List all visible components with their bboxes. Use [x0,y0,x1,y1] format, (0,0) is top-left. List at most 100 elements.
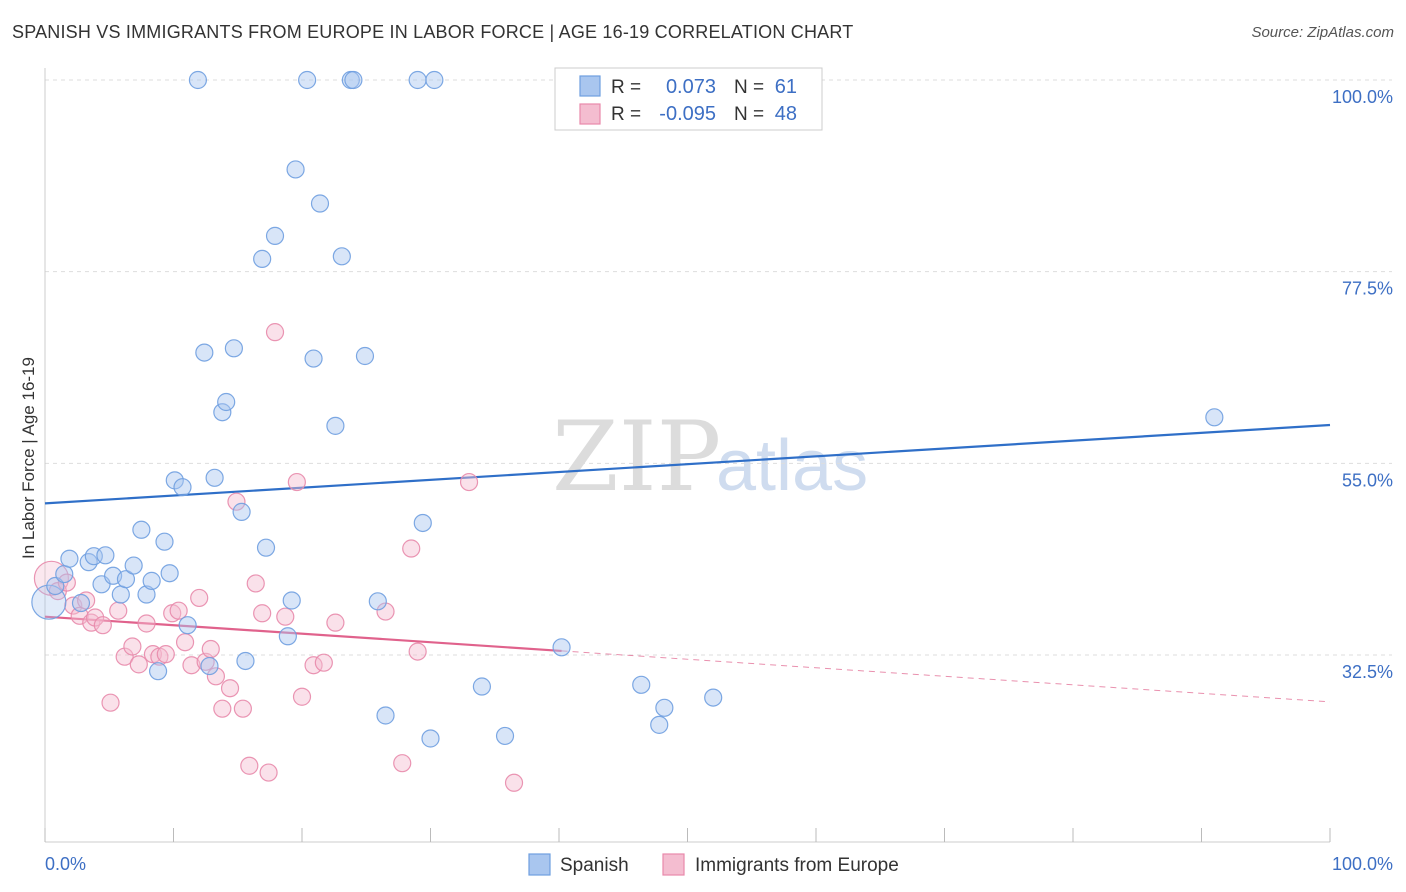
legend-n-value-spanish: 61 [775,76,797,98]
y-axis-label: In Labor Force | Age 16-19 [19,357,38,559]
legend-r-value-immigrants: -0.095 [659,103,716,125]
point-immigrants-from-europe [314,653,333,672]
point-spanish [96,546,115,565]
point-spanish [165,471,184,490]
point-immigrants-from-europe [393,754,412,773]
point-spanish [376,706,395,725]
point-spanish [217,392,236,412]
point-spanish [178,616,197,635]
legend-r-value-spanish: 0.073 [666,76,716,98]
legend-r-label-spanish: R = [611,77,641,98]
point-immigrants-from-europe [129,655,148,674]
chart-title: SPANISH VS IMMIGRANTS FROM EUROPE IN LAB… [12,22,854,42]
point-immigrants-from-europe [265,323,285,342]
point-immigrants-from-europe [227,492,246,511]
point-spanish [704,688,723,707]
bottom-legend-swatch-spanish [528,853,551,876]
trend-lines [44,423,1331,703]
point-spanish [304,349,323,368]
series-legend: Spanish Immigrants from Europe [528,853,899,876]
trend-line-immigrants-dashed [561,650,1331,703]
point-spanish [495,726,515,746]
bottom-legend-swatch-immigrants [662,853,685,876]
point-immigrants-from-europe [86,608,105,627]
y-tick-label: 100.0% [1332,87,1393,107]
point-immigrants-from-europe [376,602,395,621]
point-spanish [132,520,151,539]
point-immigrants-from-europe [459,472,479,492]
point-immigrants-from-europe [287,472,306,492]
point-spanish [124,556,143,575]
point-spanish [472,677,491,696]
point-spanish [195,343,214,362]
point-spanish [650,715,669,734]
point-immigrants-from-europe [246,574,265,593]
points-immigrants-from-europe [33,323,524,792]
point-spanish [286,160,305,179]
grid-lines [45,79,1392,656]
point-spanish [213,403,232,422]
point-immigrants-from-europe [115,647,134,666]
bottom-legend-label-immigrants: Immigrants from Europe [695,855,899,876]
point-immigrants-from-europe [101,693,120,712]
point-immigrants-from-europe [240,756,259,775]
point-spanish [79,553,98,572]
point-spanish [368,592,387,611]
trend-line-spanish [44,423,1331,505]
point-spanish [160,564,179,583]
point-spanish [55,564,74,584]
point-immigrants-from-europe [220,679,240,698]
point-immigrants-from-europe [175,633,195,652]
legend-swatch-immigrants [579,103,601,125]
point-spanish [155,532,174,551]
point-immigrants-from-europe [182,656,201,675]
point-immigrants-from-europe [276,607,295,626]
point-spanish [142,571,161,590]
x-tick-label-max: 100.0% [1332,854,1393,874]
point-spanish [148,662,168,681]
point-spanish [137,585,156,604]
point-spanish [200,656,219,676]
watermark-zip: ZIP [552,401,721,513]
point-spanish [326,416,345,435]
point-spanish [425,70,444,90]
chart-source: Source: ZipAtlas.com [1251,24,1394,41]
point-spanish [413,513,432,533]
point-immigrants-from-europe [201,639,220,659]
point-spanish [265,226,285,245]
y-tick-labels: 32.5% 55.0% 77.5% 100.0% [1332,87,1393,682]
point-immigrants-from-europe [137,614,156,633]
point-spanish [282,591,301,610]
point-spanish [253,249,272,268]
legend-r-label-immigrants: R = [611,104,641,125]
point-spanish [408,70,427,90]
point-spanish [344,70,363,90]
point-immigrants-from-europe [123,637,142,656]
point-immigrants-from-europe [233,699,252,718]
point-immigrants-from-europe [213,699,232,718]
point-spanish [278,627,297,646]
point-immigrants-from-europe [504,773,524,792]
point-immigrants-from-europe [253,604,272,623]
point-immigrants-from-europe [169,601,188,620]
point-spanish [310,194,330,213]
point-immigrants-from-europe [326,613,345,632]
point-immigrants-from-europe [402,539,421,558]
point-spanish [71,593,91,613]
point-spanish [173,478,192,497]
point-spanish [224,339,243,358]
point-spanish [205,468,224,487]
bottom-legend-label-spanish: Spanish [560,855,629,876]
points-spanish [31,70,1224,748]
point-immigrants-from-europe [408,642,427,661]
x-tick-label-min: 0.0% [45,854,86,874]
point-spanish [552,638,571,657]
stats-legend: R = 0.073 N = 61 R = -0.095 N = 48 [554,67,823,131]
point-spanish [655,698,674,717]
point-spanish [632,675,651,694]
legend-n-label-spanish: N = [734,77,764,98]
point-immigrants-from-europe [292,687,312,706]
point-spanish [355,346,375,366]
watermark-atlas: atlas [716,426,868,506]
